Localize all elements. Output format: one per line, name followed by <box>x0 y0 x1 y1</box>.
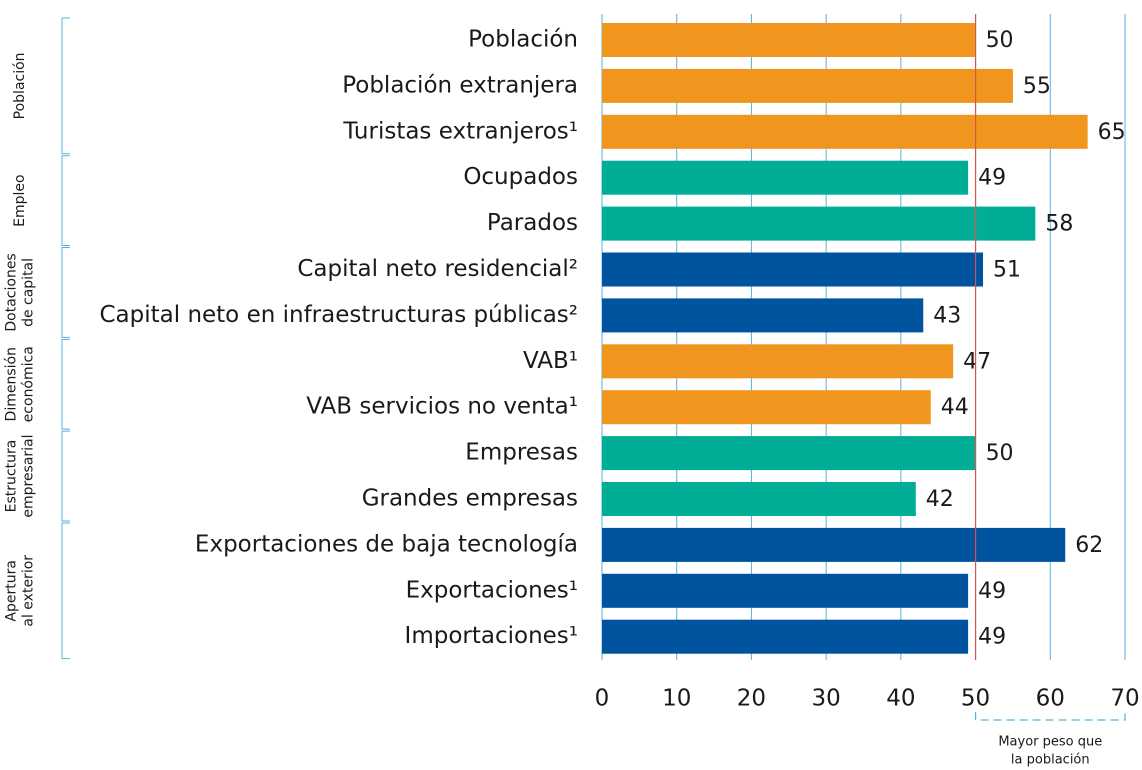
value-label: 65 <box>1098 120 1126 145</box>
group-bracket <box>61 522 70 660</box>
category-label: Importaciones¹ <box>405 623 578 649</box>
bar <box>602 573 969 608</box>
bar <box>602 23 976 57</box>
value-label: 47 <box>963 349 991 374</box>
group-label: al exterior <box>21 555 37 627</box>
bar <box>602 390 931 425</box>
value-label: 51 <box>993 258 1021 283</box>
bar <box>602 114 1088 149</box>
value-label: 49 <box>978 625 1006 650</box>
x-tick-label: 70 <box>1110 686 1139 712</box>
x-tick-label: 50 <box>961 686 990 712</box>
value-label: 42 <box>926 487 954 512</box>
value-label: 44 <box>941 395 969 420</box>
bar <box>602 68 1013 103</box>
category-label: Ocupados <box>463 164 578 190</box>
category-label: Parados <box>487 210 578 236</box>
category-label: Capital neto residencial² <box>297 256 578 282</box>
group-label: de capital <box>21 258 37 327</box>
x-tick-label: 30 <box>812 686 841 712</box>
group-label: Estructura <box>4 440 20 513</box>
value-label: 55 <box>1023 74 1051 99</box>
value-label: 58 <box>1045 212 1073 237</box>
bar <box>602 344 954 379</box>
x-tick-label: 10 <box>662 686 691 712</box>
annotation-text: la población <box>1011 753 1090 768</box>
value-label: 50 <box>986 28 1014 53</box>
group-label: Dimensión <box>4 347 20 421</box>
bar <box>602 482 916 516</box>
group-label: empresarial <box>21 434 37 517</box>
annotation-bracket <box>974 712 1126 721</box>
bar <box>602 527 1066 562</box>
group-bracket <box>61 430 70 522</box>
group-bracket <box>61 155 70 247</box>
group-bracket <box>61 338 70 430</box>
category-label: Turistas extranjeros¹ <box>342 118 578 144</box>
category-label: Exportaciones de baja tecnología <box>195 531 578 557</box>
category-label: Exportaciones¹ <box>406 577 578 603</box>
category-label: Población extranjera <box>342 72 578 98</box>
category-label: Capital neto en infraestructuras pública… <box>99 302 578 328</box>
group-label: Población <box>12 52 28 119</box>
value-label: 49 <box>978 166 1006 191</box>
category-label: VAB servicios no venta¹ <box>306 394 578 420</box>
x-tick-label: 40 <box>886 686 915 712</box>
group-label: económica <box>21 346 37 422</box>
bar <box>602 436 976 471</box>
bar <box>602 252 984 287</box>
group-bracket <box>61 17 70 155</box>
bar <box>602 298 924 333</box>
value-label: 50 <box>986 441 1014 466</box>
bar <box>602 206 1036 241</box>
bar <box>602 619 969 654</box>
group-label: Dotaciones <box>4 253 20 331</box>
annotation-text: Mayor peso que <box>998 735 1102 750</box>
group-bracket <box>61 247 70 338</box>
value-label: 43 <box>933 303 961 328</box>
category-label: VAB¹ <box>523 348 578 374</box>
x-tick-label: 20 <box>737 686 766 712</box>
category-label: Empresas <box>465 440 578 466</box>
bar <box>602 160 969 195</box>
value-label: 49 <box>978 579 1006 604</box>
group-label: Apertura <box>4 560 20 622</box>
group-label: Empleo <box>12 174 28 226</box>
x-tick-label: 0 <box>595 686 610 712</box>
category-label: Grandes empresas <box>362 486 578 512</box>
value-label: 62 <box>1075 533 1103 558</box>
category-label: Población <box>468 27 578 53</box>
x-tick-label: 60 <box>1036 686 1065 712</box>
